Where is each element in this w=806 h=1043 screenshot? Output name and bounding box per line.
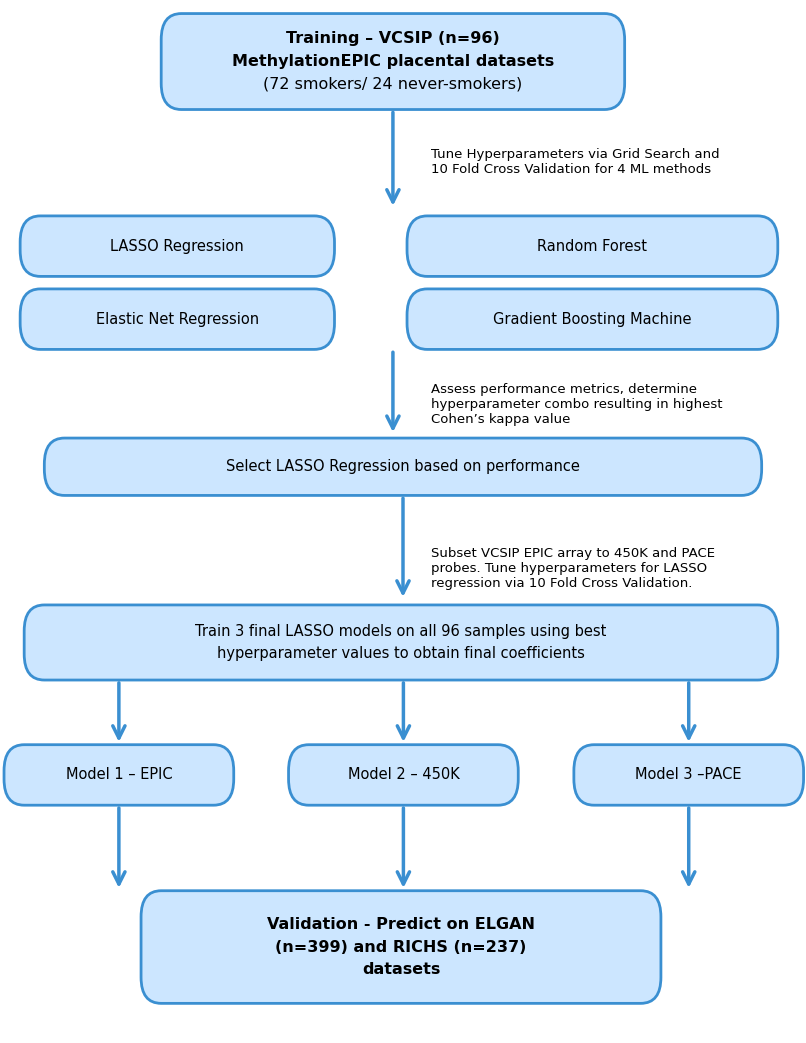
FancyBboxPatch shape xyxy=(4,745,234,805)
Text: Random Forest: Random Forest xyxy=(538,239,647,253)
Text: Training – VCSIP (n=96): Training – VCSIP (n=96) xyxy=(286,31,500,46)
FancyBboxPatch shape xyxy=(44,438,762,495)
FancyBboxPatch shape xyxy=(24,605,778,680)
FancyBboxPatch shape xyxy=(574,745,804,805)
FancyBboxPatch shape xyxy=(407,289,778,349)
Text: MethylationEPIC placental datasets: MethylationEPIC placental datasets xyxy=(232,54,554,69)
Text: (n=399) and RICHS (n=237): (n=399) and RICHS (n=237) xyxy=(276,940,526,954)
FancyBboxPatch shape xyxy=(20,289,334,349)
Text: Model 3 –PACE: Model 3 –PACE xyxy=(635,768,742,782)
Text: Elastic Net Regression: Elastic Net Regression xyxy=(96,312,259,326)
Text: (72 smokers/ 24 never-smokers): (72 smokers/ 24 never-smokers) xyxy=(264,77,522,92)
Text: Validation - Predict on ELGAN: Validation - Predict on ELGAN xyxy=(267,917,535,931)
Text: Gradient Boosting Machine: Gradient Boosting Machine xyxy=(493,312,692,326)
Text: hyperparameter values to obtain final coefficients: hyperparameter values to obtain final co… xyxy=(217,647,585,661)
Text: Select LASSO Regression based on performance: Select LASSO Regression based on perform… xyxy=(226,459,580,475)
Text: Tune Hyperparameters via Grid Search and
10 Fold Cross Validation for 4 ML metho: Tune Hyperparameters via Grid Search and… xyxy=(431,148,720,175)
Text: datasets: datasets xyxy=(362,963,440,977)
FancyBboxPatch shape xyxy=(20,216,334,276)
FancyBboxPatch shape xyxy=(407,216,778,276)
Text: Model 1 – EPIC: Model 1 – EPIC xyxy=(65,768,172,782)
Text: Train 3 final LASSO models on all 96 samples using best: Train 3 final LASSO models on all 96 sam… xyxy=(195,624,607,638)
Text: LASSO Regression: LASSO Regression xyxy=(110,239,244,253)
FancyBboxPatch shape xyxy=(289,745,518,805)
FancyBboxPatch shape xyxy=(141,891,661,1003)
Text: Assess performance metrics, determine
hyperparameter combo resulting in highest
: Assess performance metrics, determine hy… xyxy=(431,383,723,427)
FancyBboxPatch shape xyxy=(161,14,625,110)
Text: Subset VCSIP EPIC array to 450K and PACE
probes. Tune hyperparameters for LASSO
: Subset VCSIP EPIC array to 450K and PACE… xyxy=(431,547,715,590)
Text: Model 2 – 450K: Model 2 – 450K xyxy=(347,768,459,782)
